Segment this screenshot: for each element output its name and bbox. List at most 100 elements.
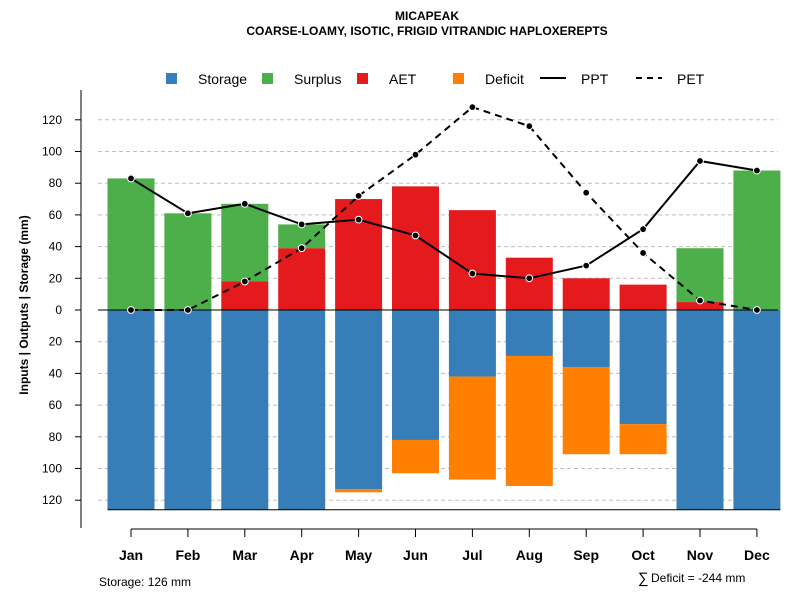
pet-point bbox=[753, 306, 761, 314]
x-tick-label-jun: Jun bbox=[403, 547, 428, 563]
pet-point bbox=[240, 277, 249, 286]
x-tick-label-sep: Sep bbox=[573, 547, 599, 563]
y-tick-label: 120 bbox=[42, 493, 62, 507]
bar-deficit-may bbox=[335, 489, 383, 493]
bar-storage-may bbox=[335, 310, 383, 490]
bar-aet-oct bbox=[619, 284, 667, 310]
ppt-point bbox=[297, 220, 306, 229]
chart-subtitle: COARSE-LOAMY, ISOTIC, FRIGID VITRANDIC H… bbox=[246, 24, 607, 38]
legend-label-aet: AET bbox=[389, 71, 417, 87]
bar-aet-aug bbox=[505, 257, 553, 310]
x-tick-label-oct: Oct bbox=[631, 547, 655, 563]
bar-deficit-jul bbox=[448, 376, 496, 480]
bar-storage-nov bbox=[676, 310, 724, 510]
bar-aet-mar bbox=[221, 281, 269, 310]
chart-title: MICAPEAK bbox=[395, 9, 459, 23]
y-tick-label: 40 bbox=[49, 366, 63, 380]
x-tick-label-nov: Nov bbox=[687, 547, 714, 563]
x-tick-label-aug: Aug bbox=[516, 547, 543, 563]
bar-deficit-oct bbox=[619, 424, 667, 455]
bar-surplus-apr bbox=[278, 224, 326, 249]
bar-storage-dec bbox=[733, 310, 781, 510]
bar-storage-jun bbox=[392, 310, 439, 440]
x-tick-label-jul: Jul bbox=[462, 547, 482, 563]
x-tick-label-apr: Apr bbox=[290, 547, 315, 563]
ppt-line bbox=[130, 159, 758, 280]
legend-label-ppt: PPT bbox=[581, 71, 609, 87]
x-tick-label-feb: Feb bbox=[175, 547, 200, 563]
y-tick-label: 60 bbox=[49, 398, 63, 412]
ppt-point bbox=[411, 231, 420, 240]
bar-aet-apr bbox=[278, 248, 326, 310]
ppt-point bbox=[525, 274, 534, 283]
bar-surplus-feb bbox=[164, 213, 212, 310]
bar-storage-mar bbox=[221, 310, 269, 510]
bar-surplus-dec bbox=[733, 170, 781, 310]
bar-storage-feb bbox=[164, 310, 212, 510]
y-tick-label: 20 bbox=[49, 335, 63, 349]
bar-storage-aug bbox=[505, 310, 553, 356]
legend-label-deficit: Deficit bbox=[485, 71, 524, 87]
ppt-point bbox=[127, 174, 135, 183]
lines bbox=[127, 103, 761, 314]
y-tick-label: 100 bbox=[42, 462, 62, 476]
legend-swatch-storage bbox=[166, 73, 177, 84]
pet-point bbox=[127, 306, 135, 314]
x-axis: Jan Feb Mar Apr May Jun Jul Aug Sep Oct Nov Dec bbox=[119, 528, 770, 563]
pet-point bbox=[297, 244, 306, 253]
pet-point bbox=[696, 296, 704, 305]
bar-storage-jan bbox=[107, 310, 155, 510]
y-axis: 120 100 80 60 40 20 0 20 40 60 80 100 120 bbox=[42, 90, 82, 528]
x-tick-label-mar: Mar bbox=[232, 547, 257, 563]
pet-line bbox=[131, 105, 758, 311]
deficit-symbol: ∑ bbox=[638, 570, 649, 587]
bar-deficit-sep bbox=[562, 367, 610, 455]
pet-point bbox=[639, 249, 647, 257]
legend-swatch-surplus bbox=[262, 73, 273, 84]
legend-label-surplus: Surplus bbox=[294, 71, 341, 87]
bar-surplus-mar bbox=[221, 203, 269, 282]
pet-point bbox=[582, 188, 591, 197]
bar-surplus-jan bbox=[107, 178, 155, 310]
legend-label-storage: Storage bbox=[198, 71, 247, 87]
bar-aet-may bbox=[335, 199, 383, 310]
pet-point bbox=[354, 191, 363, 200]
ppt-point bbox=[354, 215, 363, 224]
bar-storage-apr bbox=[278, 310, 326, 510]
y-tick-label: 40 bbox=[49, 240, 63, 254]
ppt-point bbox=[696, 157, 704, 165]
bar-aet-sep bbox=[562, 278, 610, 310]
ppt-point bbox=[184, 209, 192, 218]
legend: Storage Surplus AET Deficit PPT PET bbox=[166, 71, 705, 87]
bar-storage-oct bbox=[619, 310, 667, 425]
ppt-point bbox=[468, 269, 477, 278]
ppt-point bbox=[753, 166, 761, 175]
ppt-point bbox=[582, 261, 591, 270]
y-tick-label: 80 bbox=[49, 176, 63, 190]
y-tick-label: 100 bbox=[42, 145, 62, 159]
x-tick-label-may: May bbox=[345, 547, 372, 563]
y-tick-label: 80 bbox=[49, 430, 63, 444]
deficit-note: Deficit = -244 mm bbox=[651, 571, 745, 585]
x-tick-label-dec: Dec bbox=[744, 547, 770, 563]
bar-deficit-jun bbox=[392, 439, 439, 474]
pet-point bbox=[184, 306, 192, 314]
y-tick-label: 120 bbox=[42, 113, 62, 127]
legend-label-pet: PET bbox=[677, 71, 705, 87]
bar-storage-jul bbox=[448, 310, 496, 377]
bar-surplus-nov bbox=[676, 248, 724, 303]
bar-storage-sep bbox=[562, 310, 610, 368]
bar-aet-nov bbox=[676, 302, 724, 310]
y-axis-label: Inputs | Outputs | Storage (mm) bbox=[17, 215, 31, 394]
legend-swatch-deficit bbox=[453, 73, 464, 84]
ppt-point bbox=[240, 199, 249, 208]
pet-point bbox=[411, 150, 420, 159]
y-tick-label: 0 bbox=[55, 303, 62, 317]
y-tick-label: 60 bbox=[49, 208, 63, 222]
x-tick-label-jan: Jan bbox=[119, 547, 143, 563]
storage-note: Storage: 126 mm bbox=[99, 575, 191, 589]
pet-point bbox=[525, 122, 534, 131]
y-tick-label: 20 bbox=[49, 271, 63, 285]
pet-point bbox=[468, 103, 477, 112]
